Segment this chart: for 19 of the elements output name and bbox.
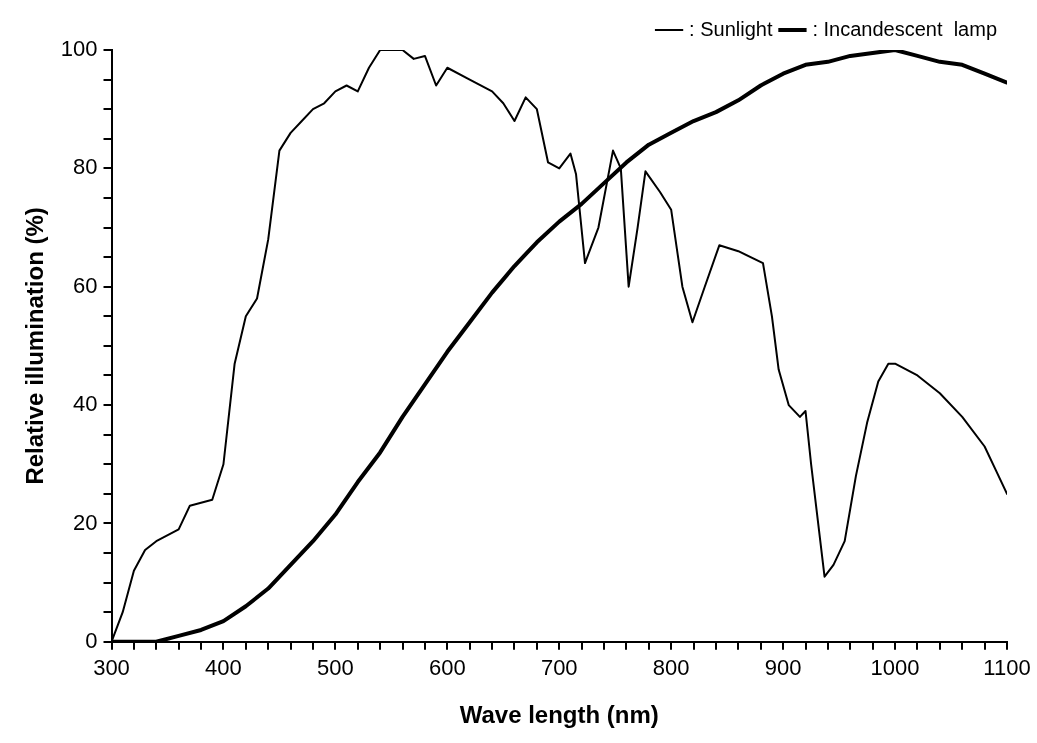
x-tick-label: 500 bbox=[317, 655, 354, 681]
y-tick-label: 80 bbox=[73, 154, 98, 180]
y-axis-title: Relative illumination (%) bbox=[21, 207, 49, 485]
x-tick-label: 900 bbox=[764, 655, 802, 681]
x-tick-label: 1000 bbox=[870, 655, 920, 681]
y-tick-label: 20 bbox=[73, 509, 98, 535]
x-tick-label: 600 bbox=[428, 655, 466, 681]
y-tick-label: 60 bbox=[73, 272, 98, 298]
x-tick-label: 1100 bbox=[983, 655, 1031, 681]
y-tick-label: 40 bbox=[73, 391, 98, 417]
x-tick-label: 400 bbox=[205, 655, 242, 681]
y-tick-label: 0 bbox=[85, 627, 98, 653]
x-tick-label: 700 bbox=[540, 655, 578, 681]
x-tick-label: 800 bbox=[652, 655, 690, 681]
x-axis-title: Wave length (nm) bbox=[459, 701, 659, 729]
x-tick-label: 300 bbox=[93, 655, 130, 681]
legend-label: : Incandescent lamp bbox=[812, 17, 998, 40]
y-tick-label: 100 bbox=[60, 36, 98, 62]
legend-label: : Sunlight bbox=[689, 17, 773, 40]
